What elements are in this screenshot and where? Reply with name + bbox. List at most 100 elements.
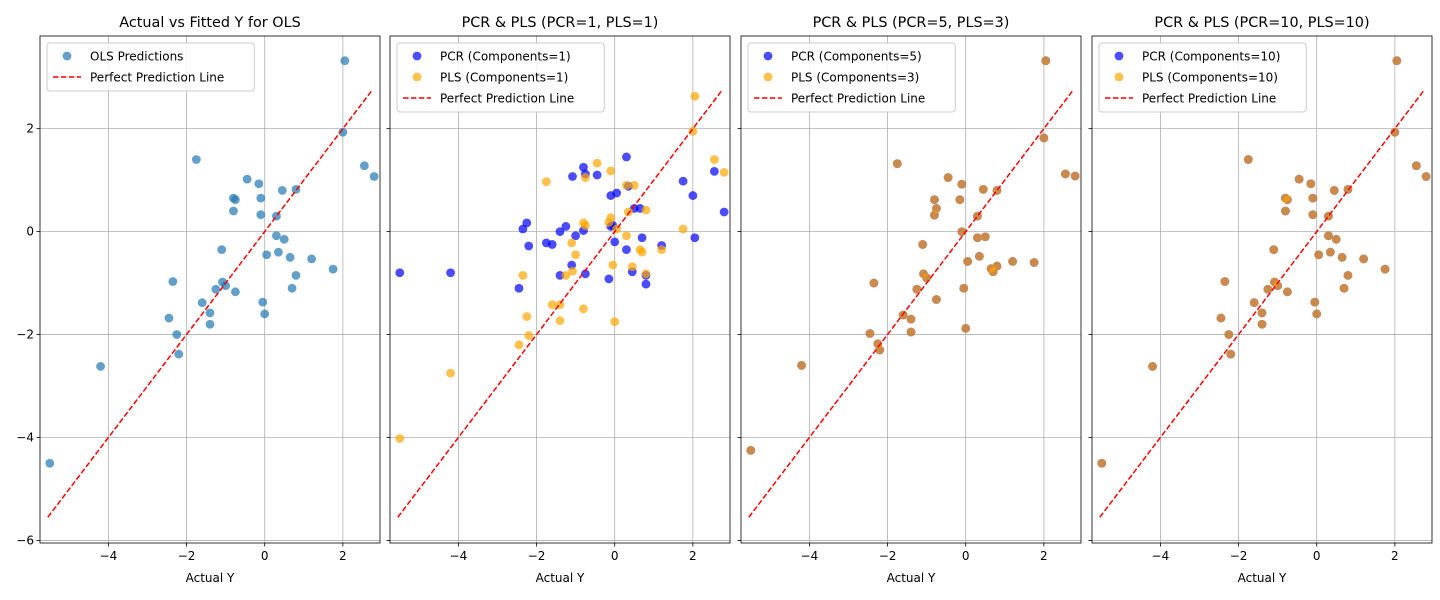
data-point — [231, 287, 240, 297]
panel-4: −4 −2 0 2 Actual Y PCR & PLS (PCR=10, PLS=10)… — [1088, 15, 1433, 585]
data-point — [205, 308, 215, 318]
x-axis-label: Actual Y — [1238, 571, 1287, 585]
x-tick-label: 0 — [261, 549, 269, 563]
data-point — [1329, 186, 1339, 195]
data-point — [260, 309, 270, 319]
data-point — [955, 195, 965, 205]
axes-frame — [39, 35, 381, 544]
x-tick-label: 0 — [962, 549, 970, 563]
data-point — [688, 126, 698, 136]
data-point — [1216, 313, 1226, 323]
data-point — [272, 231, 281, 241]
legend-label: PCR (Components=10) — [1142, 50, 1280, 64]
data-point — [709, 155, 719, 164]
data-point — [678, 176, 688, 186]
data-point — [555, 227, 565, 236]
x-tick-label: 0 — [1313, 549, 1321, 563]
panel-title: PCR & PLS (PCR=1, PLS=1) — [462, 15, 659, 31]
legend-marker — [62, 51, 72, 61]
data-point — [1041, 56, 1051, 66]
series-2 — [395, 91, 729, 443]
data-point — [568, 172, 577, 181]
data-point — [688, 191, 698, 200]
data-point — [1308, 193, 1318, 203]
data-point — [963, 257, 973, 266]
data-point — [906, 314, 916, 324]
data-point — [514, 283, 524, 293]
data-point — [719, 168, 729, 177]
data-point — [992, 261, 1002, 271]
data-point — [719, 207, 729, 217]
data-point — [959, 283, 969, 293]
data-point — [592, 158, 602, 168]
data-point — [1263, 284, 1273, 294]
data-point — [641, 279, 651, 289]
data-point — [524, 241, 534, 251]
data-point — [922, 273, 932, 283]
plot-area — [390, 36, 730, 543]
data-point — [865, 329, 875, 338]
data-point — [875, 345, 885, 355]
data-point — [168, 277, 178, 286]
data-point — [1243, 155, 1253, 164]
data-point — [623, 207, 633, 217]
x-tick-label: 2 — [689, 549, 697, 563]
series-2 — [746, 56, 1080, 455]
data-point — [690, 233, 700, 243]
data-point — [980, 232, 990, 242]
y-tick-label: 0 — [26, 225, 34, 239]
x-axis-label: Actual Y — [536, 571, 585, 585]
data-point — [592, 170, 602, 180]
data-point — [622, 152, 631, 162]
data-point — [957, 179, 967, 189]
data-point — [973, 233, 982, 243]
panel-title: PCR & PLS (PCR=10, PLS=10) — [1154, 15, 1369, 31]
x-tick-label: −4 — [801, 549, 819, 563]
data-point — [571, 250, 581, 260]
data-point — [606, 166, 616, 176]
panel-title: Actual vs Fitted Y for OLS — [119, 15, 301, 31]
data-point — [1097, 458, 1107, 468]
x-tick-label: 2 — [1391, 549, 1399, 563]
data-point — [1314, 250, 1324, 260]
data-point — [277, 186, 287, 195]
data-point — [369, 172, 379, 181]
data-point — [242, 174, 252, 184]
legend-label: Perfect Prediction Line — [1142, 92, 1276, 106]
data-point — [637, 247, 647, 257]
data-point — [1039, 133, 1049, 143]
data-point — [627, 262, 637, 271]
data-point — [622, 180, 631, 190]
data-point — [641, 205, 651, 215]
plot-area — [1092, 36, 1432, 543]
data-point — [930, 195, 939, 205]
data-point — [211, 284, 221, 294]
legend-box — [1098, 42, 1307, 113]
data-point — [1273, 281, 1283, 291]
legend-label: PLS (Components=1) — [440, 71, 568, 85]
data-point — [1257, 319, 1267, 329]
panel-2: −4 −2 0 2 Actual Y PCR & PLS (PCR=1, PLS=1) PC… — [386, 15, 731, 585]
x-tick-label: 0 — [611, 549, 619, 563]
series-2 — [1097, 56, 1431, 468]
data-point — [1224, 330, 1234, 339]
data-point — [1257, 308, 1267, 318]
data-point — [1226, 349, 1236, 359]
data-point — [221, 281, 231, 291]
data-point — [217, 245, 227, 255]
legend-marker — [763, 51, 773, 61]
data-point — [307, 254, 317, 264]
data-point — [869, 278, 879, 288]
legend: PCR (Components=10) PLS (Components=10) Pe… — [1098, 42, 1307, 113]
y-tick-label: −6 — [16, 533, 34, 547]
data-point — [978, 184, 988, 194]
data-point — [961, 323, 971, 333]
data-point — [1283, 287, 1292, 297]
data-point — [1294, 174, 1304, 184]
legend-label: PCR (Components=5) — [791, 50, 922, 64]
data-point — [522, 218, 532, 228]
data-point — [571, 231, 581, 241]
legend-marker — [412, 51, 422, 61]
data-point — [45, 458, 55, 468]
